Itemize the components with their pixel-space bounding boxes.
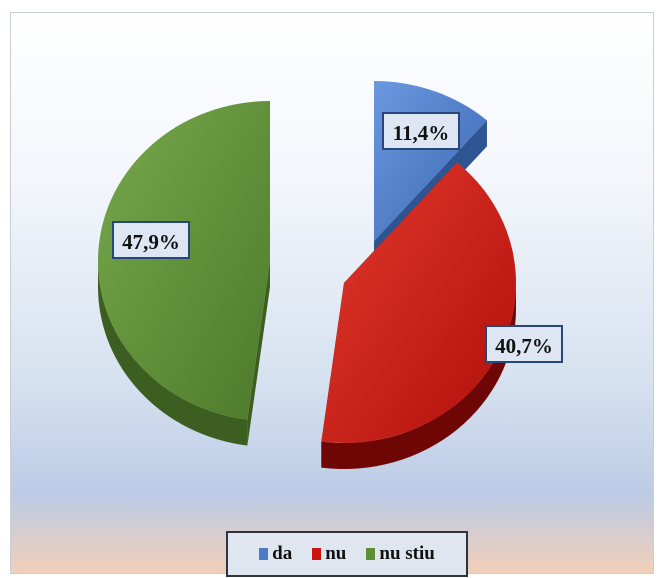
pie-slice-side-nu [321, 283, 516, 469]
pie-slice-side-nu-stiu [98, 261, 248, 446]
legend-label-da: da [272, 543, 293, 564]
pie-slice-nu [321, 162, 517, 469]
data-label-text-da: 11,4% [393, 121, 450, 145]
data-label-text-nu: 40,7% [495, 334, 553, 358]
data-label-nu: 40,7% [485, 325, 563, 363]
legend-label-nu: nu [325, 543, 347, 564]
data-label-box-da [382, 112, 460, 150]
legend-item-da: da [259, 543, 292, 565]
legend-item-nu-stiu: nu stiu [366, 543, 435, 565]
pie-slice-nu-stiu [97, 101, 271, 446]
data-label-box-nu [485, 325, 563, 363]
legend-label-nu-stiu: nu stiu [379, 543, 435, 564]
pie-chart: 11,4% 40,7% 47,9% [97, 81, 563, 469]
chart-area: 11,4% 40,7% 47,9% da nu nu stiu [10, 12, 654, 577]
pie-slice-wall-nu-stiu [247, 261, 270, 446]
legend-swatch-nu-stiu [366, 548, 376, 560]
legend: da nu nu stiu [226, 531, 468, 577]
legend-item-nu: nu [312, 543, 346, 565]
legend-swatch-nu [312, 548, 322, 560]
data-label-da: 11,4% [382, 112, 460, 150]
data-label-text-nu-stiu: 47,9% [122, 230, 180, 254]
data-label-box-nu-stiu [112, 221, 190, 259]
pie-slice-top-nu [321, 162, 517, 444]
legend-swatch-da [259, 548, 269, 560]
pie-slice-top-nu-stiu [97, 101, 271, 420]
data-label-nu-stiu: 47,9% [112, 221, 190, 259]
